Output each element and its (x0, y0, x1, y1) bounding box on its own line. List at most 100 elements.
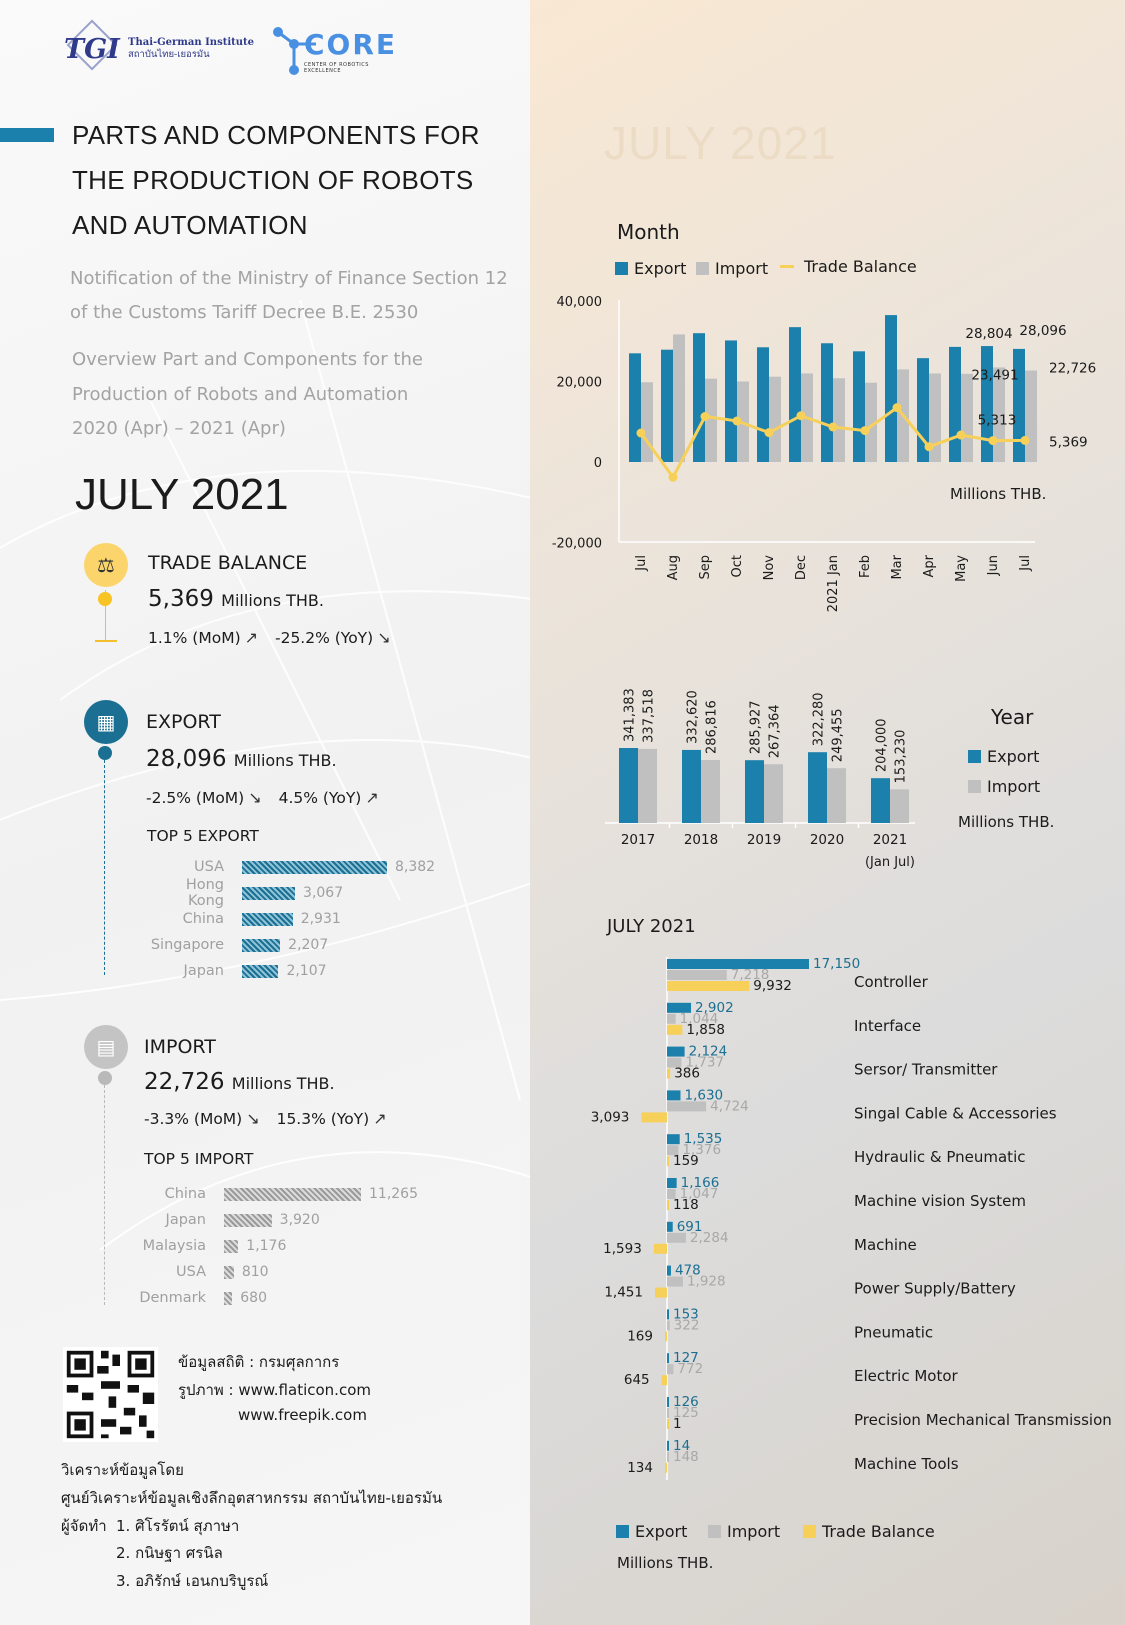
export-bar (667, 1309, 669, 1320)
yoy-text: 4.5% (YoY) (278, 789, 362, 807)
x-tick-label: Dec (794, 555, 809, 580)
trend-down-icon: ↘ (246, 1109, 260, 1128)
data-label: 1,535 (684, 1131, 723, 1147)
export-bar (1013, 348, 1025, 462)
top-bar-row: Singapore 2,207 (148, 935, 328, 955)
x-tick-label: Jul (634, 555, 649, 572)
trade-balance-bar (667, 1156, 669, 1167)
product-chart-title: JULY 2021 (607, 916, 696, 937)
x-tick-label: Jun (986, 555, 1001, 576)
export-bar (693, 333, 705, 462)
data-label: 332,620 (686, 690, 701, 744)
category-label: Precision Mechanical Transmission (854, 1411, 1112, 1429)
data-label: 322 (674, 1317, 700, 1333)
right-title: JULY 2021 (604, 117, 837, 169)
export-title: EXPORT (146, 711, 221, 733)
trend-down-icon: ↘ (377, 628, 391, 647)
trade-balance-bar (667, 1419, 669, 1429)
subtitle-line: of the Customs Tariff Decree B.E. 2530 (70, 302, 419, 323)
x-tick-label: 2021 (873, 832, 907, 848)
qr-code (63, 1347, 158, 1442)
top-bar-row: Japan 3,920 (130, 1210, 320, 1230)
data-label: 126 (673, 1394, 699, 1410)
import-bar (705, 378, 717, 462)
data-label: 322,280 (812, 692, 827, 746)
legend-swatch (696, 262, 709, 275)
image-source-2: www.freepik.com (238, 1406, 367, 1424)
country-value: 2,931 (300, 911, 341, 927)
export-bar (619, 748, 638, 823)
legend-label: Export (635, 1522, 688, 1541)
legend-swatch (616, 1525, 629, 1538)
y-tick-label: 40,000 (557, 295, 603, 310)
import-bar (865, 382, 877, 462)
data-label: 153 (673, 1306, 699, 1322)
country-value: 3,067 (303, 885, 344, 901)
data-label: 148 (673, 1449, 699, 1465)
trade-balance-point (668, 472, 678, 482)
country-bar (224, 1213, 272, 1227)
yoy-text: 15.3% (YoY) (276, 1110, 370, 1128)
top-bar-row: Hong Kong 3,067 (148, 877, 344, 909)
legend-import: Import (696, 259, 768, 278)
country-bar (242, 912, 293, 926)
import-unit: Millions THB. (231, 1074, 335, 1093)
data-label: 28,804 (965, 326, 1012, 342)
legend-label: Trade Balance (804, 257, 917, 276)
data-label: 341,383 (623, 688, 638, 742)
trade-balance-point (636, 428, 646, 438)
export-bar (745, 760, 764, 823)
country-name: Denmark (139, 1290, 206, 1306)
scale-icon: ⚖ (84, 543, 128, 587)
country-name: Singapore (150, 937, 224, 953)
timeline-line (104, 760, 105, 975)
timeline-dot (98, 746, 112, 760)
import-bar (769, 376, 781, 462)
legend-swatch (968, 780, 981, 793)
x-tick-label: Feb (858, 555, 873, 578)
data-label: 22,726 (1049, 361, 1096, 377)
data-label: 1,593 (603, 1241, 642, 1257)
author: 1. ศิโรรัตน์ สุภาษา (116, 1517, 240, 1535)
trade-balance-bar (654, 1287, 667, 1298)
country-bar (224, 1239, 239, 1253)
x-tick-label: May (954, 555, 969, 582)
trade-balance-point (956, 430, 966, 440)
data-label: 9,932 (753, 978, 792, 994)
image-source: รูปภาพ : www.flaticon.com (178, 1381, 371, 1399)
mom-text: -3.3% (MoM) (144, 1110, 243, 1128)
category-label: Machine (854, 1236, 917, 1254)
page-title: PARTS AND COMPONENTS FOR THE PRODUCTION … (72, 113, 512, 248)
export-bar (667, 1221, 673, 1232)
title-line: THE PRODUCTION OF ROBOTS (72, 165, 474, 195)
data-label: 2,124 (689, 1044, 728, 1060)
data-label: 772 (677, 1361, 703, 1377)
country-name: USA (193, 859, 224, 875)
x-tick-label: 2017 (621, 832, 655, 848)
top-bar-row: Denmark 680 (130, 1288, 267, 1308)
yoy-text: -25.2% (YoY) (274, 629, 374, 647)
import-bar (641, 382, 653, 462)
country-name: Malaysia (142, 1238, 206, 1254)
data-label: 285,927 (749, 700, 764, 754)
country-value: 680 (240, 1290, 267, 1306)
data-label: 1,376 (682, 1142, 721, 1158)
legend-label: Import (727, 1522, 781, 1541)
data-label: 386 (674, 1066, 700, 1082)
title-line: AND AUTOMATION (72, 210, 308, 240)
category-label: Singal Cable & Accessories (854, 1104, 1057, 1122)
data-label: 28,096 (1019, 323, 1066, 339)
top-import-label: TOP 5 IMPORT (144, 1150, 254, 1168)
x-tick-label: Nov (762, 555, 777, 581)
x-tick-label: Sep (698, 555, 713, 580)
import-bar (667, 1320, 670, 1331)
data-label: 1,928 (687, 1274, 726, 1290)
export-bar (667, 1046, 685, 1057)
data-label: 267,364 (768, 704, 783, 758)
x-tick-label: Aug (666, 555, 681, 580)
timeline-line (104, 1085, 105, 1305)
country-bar (224, 1265, 234, 1279)
core-word: CORE (304, 28, 398, 61)
title-line: PARTS AND COMPONENTS FOR (72, 120, 480, 150)
data-label: 17,150 (813, 956, 860, 972)
